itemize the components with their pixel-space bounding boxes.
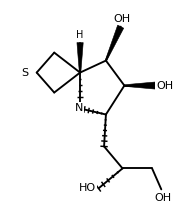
Text: HO: HO (79, 183, 96, 193)
Text: N: N (75, 103, 83, 113)
Text: S: S (21, 68, 28, 78)
Text: OH: OH (114, 14, 131, 24)
Text: OH: OH (156, 81, 173, 91)
Text: OH: OH (155, 193, 172, 203)
Text: H: H (76, 30, 84, 40)
Polygon shape (77, 43, 83, 73)
Polygon shape (124, 82, 156, 89)
Polygon shape (105, 25, 124, 61)
